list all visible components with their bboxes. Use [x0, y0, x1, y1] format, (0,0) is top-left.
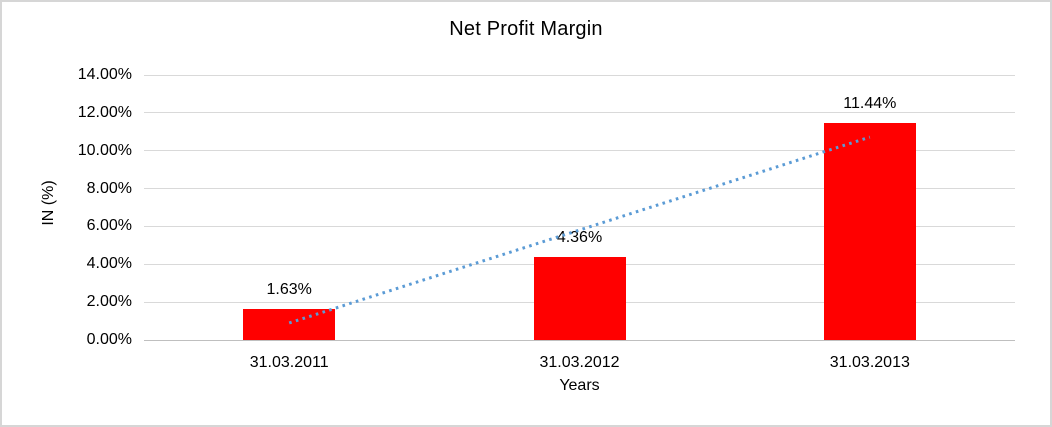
x-tick-label: 31.03.2013: [829, 354, 910, 371]
gridline: [144, 188, 1015, 190]
chart-title: Net Profit Margin: [449, 18, 603, 40]
y-tick-label: 2.00%: [86, 293, 132, 311]
trendline: [288, 135, 871, 325]
bar: [243, 309, 336, 340]
gridline: [144, 150, 1015, 152]
y-tick-label: 6.00%: [86, 217, 132, 235]
gridline: [144, 225, 1015, 227]
bar: [533, 257, 626, 340]
y-tick-label: 8.00%: [86, 179, 132, 197]
x-tick-label: 31.03.2011: [249, 354, 329, 371]
gridline: [144, 74, 1015, 76]
y-tick-label: 4.00%: [86, 255, 132, 273]
x-tick-label: 31.03.2012: [539, 354, 620, 371]
y-tick-label: 12.00%: [77, 103, 132, 121]
data-label: 11.44%: [843, 95, 897, 113]
x-axis-title: Years: [559, 377, 600, 394]
data-label: 4.36%: [556, 229, 603, 247]
gridline: [144, 112, 1015, 114]
x-axis-line: [144, 339, 1015, 341]
plot-area: 1.63% 4.36% 11.44%: [144, 74, 1015, 341]
y-tick-label: 14.00%: [77, 66, 132, 83]
trendline-path: [288, 135, 871, 325]
data-label: 1.63%: [266, 281, 312, 299]
y-tick-label: 0.00%: [86, 331, 132, 348]
bar: [823, 123, 916, 340]
y-tick-label: 10.00%: [77, 141, 132, 159]
